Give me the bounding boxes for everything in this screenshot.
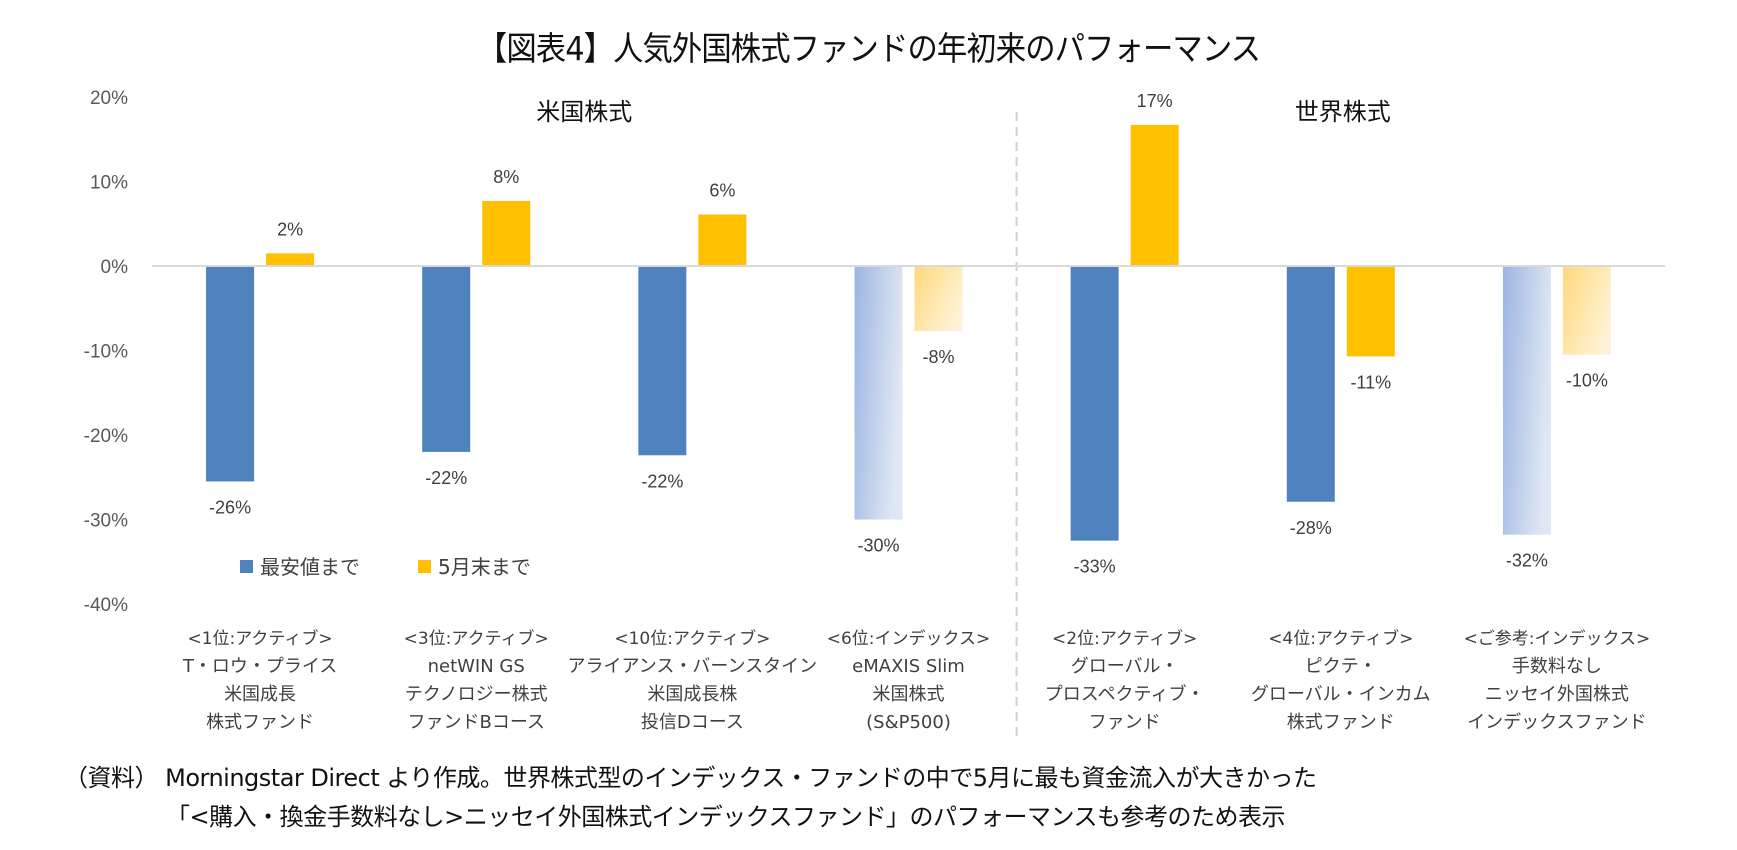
data-label: -22% xyxy=(641,471,683,491)
y-tick-label: 20% xyxy=(90,88,128,109)
category-label-line: 株式ファンド xyxy=(206,712,314,733)
category-label-line: <6位:インデックス> xyxy=(827,628,991,649)
data-label: -11% xyxy=(1350,372,1391,392)
legend: 最安値まで 5月末まで xyxy=(240,555,531,579)
data-label: -22% xyxy=(425,468,467,488)
data-label: -10% xyxy=(1566,371,1608,391)
chart-title: 【図表4】人気外国株式ファンドの年初来のパフォーマンス xyxy=(476,29,1261,68)
category-label-line: 米国成長株 xyxy=(647,684,737,705)
data-label: -28% xyxy=(1290,518,1332,538)
category-label-line: ファンドBコース xyxy=(407,712,544,733)
source-note-line-2: 「<購入・換金手数料なし>ニッセイ外国株式インデックスファンド」のパフォーマンス… xyxy=(166,803,1286,831)
section-label: 米国株式 xyxy=(536,98,632,126)
category-label-line: (S&P500) xyxy=(866,712,951,733)
category-label-line: インデックスファンド xyxy=(1467,712,1646,733)
category-label-line: eMAXIS Slim xyxy=(852,656,965,677)
section-labels: 米国株式 世界株式 xyxy=(536,98,1391,742)
bar-lowest xyxy=(854,266,903,520)
section-label: 世界株式 xyxy=(1295,98,1391,126)
bar-may-end xyxy=(698,214,747,266)
category-label-line: アライアンス・バーンスタイン xyxy=(568,656,818,677)
data-label: -26% xyxy=(209,497,251,517)
bars xyxy=(206,124,1611,541)
data-label: 6% xyxy=(709,180,735,200)
legend-label: 5月末まで xyxy=(438,555,531,579)
category-label-line: <10位:アクティブ> xyxy=(614,628,770,649)
y-tick-label: -20% xyxy=(84,426,128,447)
data-label: -8% xyxy=(922,347,954,367)
category-label-line: <1位:アクティブ> xyxy=(187,628,332,649)
bar-lowest xyxy=(206,266,255,482)
bar-lowest xyxy=(422,266,471,452)
bar-lowest xyxy=(1070,266,1119,541)
bar-chart: 20% 10% 0% -10% -20% -30% -40% 米国株式 世界株式 -26% 2%… xyxy=(84,88,1665,742)
bar-may-end xyxy=(1346,266,1395,357)
category-label-line: <4位:アクティブ> xyxy=(1268,628,1413,649)
category-label-line: 投信Dコース xyxy=(641,712,744,733)
data-label: -32% xyxy=(1506,551,1548,571)
data-labels: -26% 2% -22% 8% -22% 6% -30% -8% -33% 17% -28% -11%… xyxy=(209,91,1608,577)
category-label-line: T・ロウ・プライス xyxy=(182,656,337,677)
category-label-line: ピクテ・ xyxy=(1305,656,1377,677)
legend-swatch xyxy=(240,560,253,573)
category-label-line: 株式ファンド xyxy=(1287,712,1395,733)
bar-may-end xyxy=(1130,124,1179,266)
bar-lowest xyxy=(1502,266,1551,535)
y-tick-label: 0% xyxy=(101,257,129,278)
bar-may-end xyxy=(266,253,315,266)
legend-label: 最安値まで xyxy=(260,555,360,579)
category-label-line: 米国成長 xyxy=(224,684,296,705)
y-tick-label: -40% xyxy=(84,595,128,616)
legend-swatch xyxy=(418,560,431,573)
bar-lowest xyxy=(1286,266,1335,502)
category-label-line: ニッセイ外国株式 xyxy=(1485,684,1629,705)
category-label-line: グローバル・ xyxy=(1071,656,1179,677)
y-tick-label: -30% xyxy=(84,511,128,532)
category-label-line: グローバル・インカム xyxy=(1251,684,1431,705)
category-label-line: netWIN GS xyxy=(428,656,525,677)
category-label-line: <ご参考:インデックス> xyxy=(1464,628,1651,649)
data-label: -30% xyxy=(857,536,899,556)
y-tick-label: -10% xyxy=(84,342,128,363)
bar-may-end xyxy=(482,200,531,266)
category-label-line: <3位:アクティブ> xyxy=(404,628,549,649)
bar-lowest xyxy=(638,266,687,456)
category-label-line: ファンド xyxy=(1089,712,1161,733)
bar-may-end xyxy=(914,266,963,332)
y-axis: 20% 10% 0% -10% -20% -30% -40% xyxy=(84,88,128,616)
data-label: 8% xyxy=(493,167,519,187)
y-tick-label: 10% xyxy=(90,173,128,194)
data-label: -33% xyxy=(1074,557,1116,577)
category-label-line: プロスペクティブ・ xyxy=(1045,683,1205,705)
source-note-line-1: （資料） Morningstar Direct より作成。世界株式型のインデック… xyxy=(64,764,1317,792)
category-label-line: <2位:アクティブ> xyxy=(1052,628,1197,649)
category-label-line: 米国株式 xyxy=(873,684,945,705)
category-label-line: 手数料なし xyxy=(1512,656,1602,677)
data-label: 2% xyxy=(277,219,303,239)
bar-may-end xyxy=(1562,266,1611,355)
category-label-line: テクノロジー株式 xyxy=(405,684,548,705)
data-label: 17% xyxy=(1137,91,1173,111)
